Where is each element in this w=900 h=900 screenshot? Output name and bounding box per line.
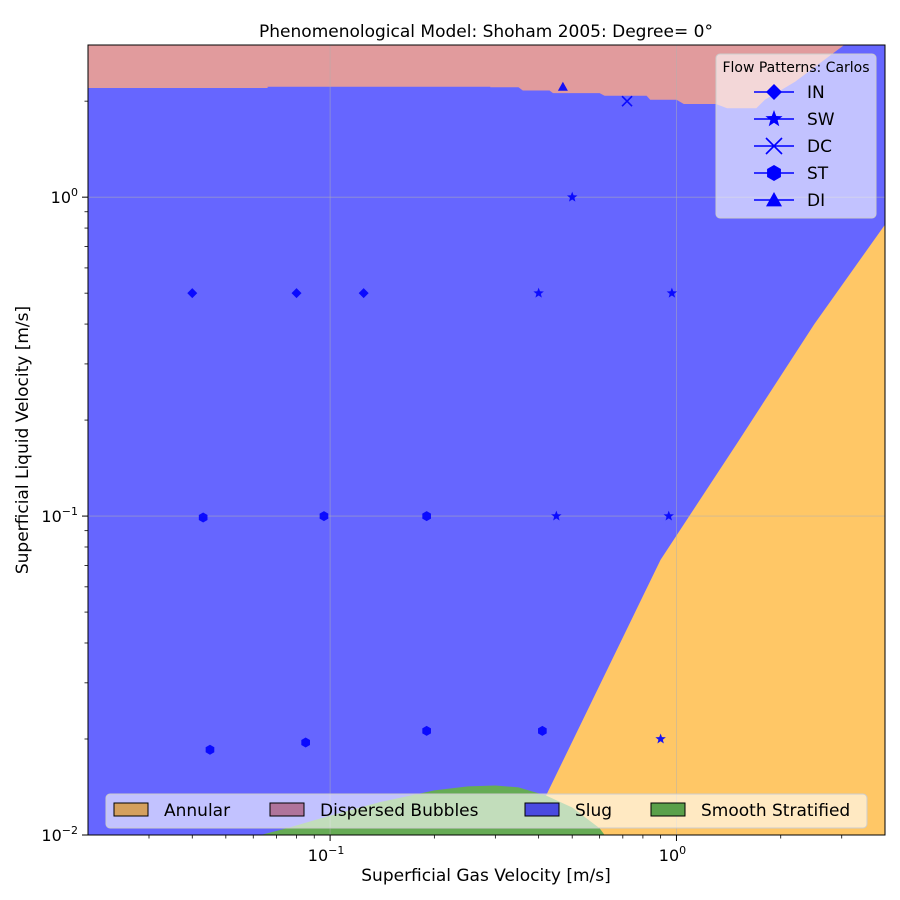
- x-axis-label: Superficial Gas Velocity [m/s]: [361, 866, 610, 886]
- marker-legend-star-icon: [765, 110, 783, 127]
- region-legend-swatch: [524, 802, 560, 817]
- data-point-st: [301, 737, 310, 748]
- region-legend-label: Slug: [575, 801, 612, 821]
- data-points: [187, 81, 678, 755]
- region-legend-label: Smooth Stratified: [701, 801, 850, 821]
- marker-legend-diamond-icon: [766, 84, 782, 100]
- y-tick-label: 100: [51, 186, 78, 207]
- region-legend-swatch: [269, 802, 305, 817]
- data-point-in: [187, 288, 198, 299]
- marker-legend-label: DC: [807, 137, 832, 157]
- data-point-st: [198, 512, 208, 523]
- data-point-in: [358, 288, 369, 299]
- data-point-in: [291, 288, 302, 299]
- marker-legend-x-icon: [765, 137, 783, 155]
- data-point-sw: [666, 287, 678, 298]
- y-tick-label: 10−1: [41, 505, 78, 526]
- y-tick-label: 10−2: [41, 824, 78, 845]
- plot-frame: [87, 44, 886, 836]
- marker-legend-box: [715, 53, 877, 219]
- marker-legend-label: ST: [807, 164, 829, 184]
- region-legend-swatch: [113, 802, 149, 817]
- annular-region: [526, 224, 885, 835]
- data-point-st: [205, 744, 215, 755]
- data-point-st: [422, 725, 431, 736]
- data-point-sw: [533, 287, 544, 298]
- x-tick-label: 10−1: [308, 844, 345, 865]
- chart-title: Phenomenological Model: Shoham 2005: Deg…: [259, 22, 713, 42]
- y-axis-ticks: 10−2 10−1 100: [41, 100, 88, 845]
- marker-legend-label: IN: [807, 83, 825, 103]
- data-point-st: [538, 725, 547, 736]
- x-axis-ticks: 10−1 100: [148, 835, 843, 865]
- x-tick-label: 100: [659, 844, 686, 865]
- marker-legend-triangle-icon: [766, 192, 782, 207]
- data-point-di: [557, 81, 568, 91]
- dispersed-bubbles-region: [88, 45, 845, 109]
- data-point-sw: [663, 510, 674, 521]
- data-point-sw: [551, 510, 562, 521]
- data-point-st: [319, 511, 329, 522]
- y-axis-label: Superficial Liquid Velocity [m/s]: [13, 306, 33, 574]
- region-legend-swatch: [650, 802, 686, 817]
- marker-legend-label: SW: [807, 110, 835, 130]
- marker-legend-hexagon-icon: [767, 165, 781, 181]
- data-point-dc: [621, 95, 633, 107]
- marker-legend: Flow Patterns: Carlos IN SW DC ST DI: [715, 53, 877, 219]
- region-legend-label: Dispersed Bubbles: [320, 801, 479, 821]
- marker-legend-title: Flow Patterns: Carlos: [722, 60, 869, 76]
- data-point-sw: [566, 191, 578, 202]
- region-legend: Annular Dispersed Bubbles Slug Smooth Strat…: [105, 793, 868, 829]
- data-point-st: [422, 511, 431, 522]
- marker-legend-label: DI: [807, 191, 825, 211]
- region-legend-label: Annular: [164, 801, 230, 821]
- data-point-sw: [655, 733, 666, 744]
